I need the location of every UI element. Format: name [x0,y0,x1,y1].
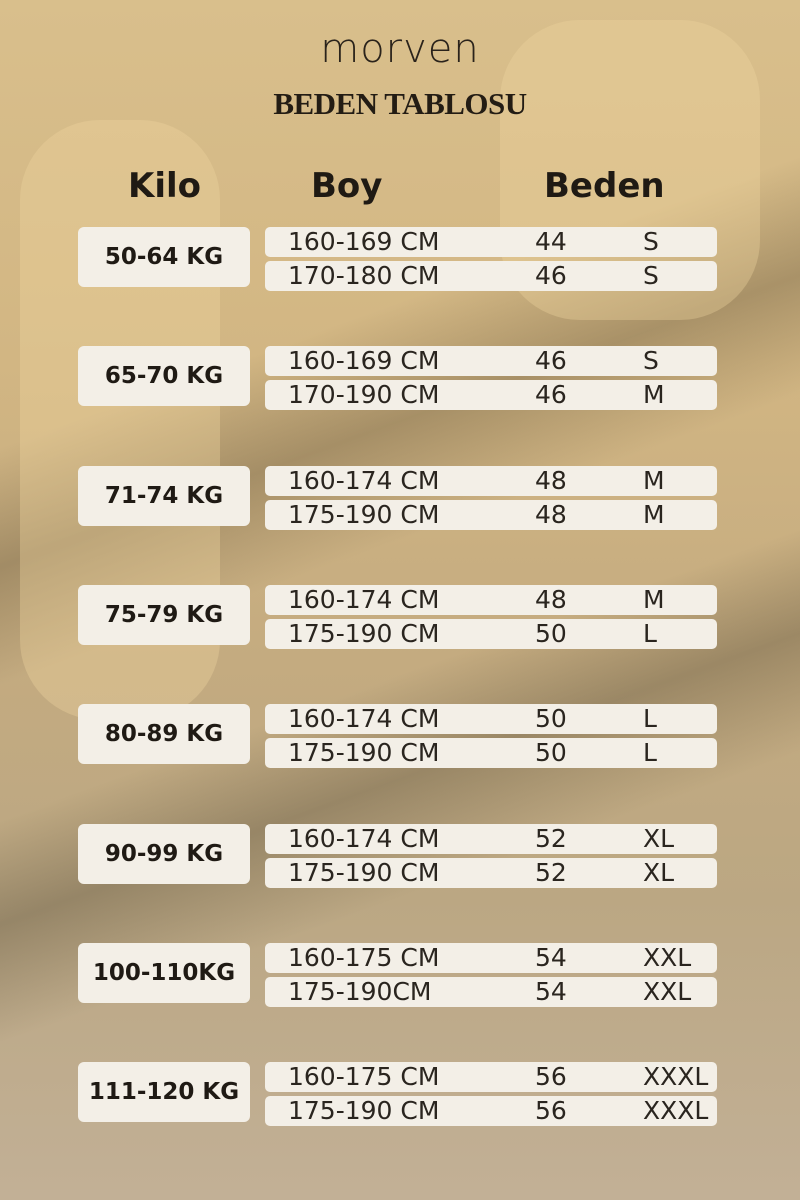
height-range: 175-190 CM [288,738,440,768]
size-letter: S [643,227,659,256]
size-row: 175-190 CM 56 XXXL [265,1096,717,1127]
size-letter: XL [643,823,675,853]
size-number: 54 [535,976,567,1006]
header-kilo: Kilo [128,166,202,206]
size-number: 50 [535,704,567,734]
height-range: 175-190 CM [288,499,440,529]
weight-group: 65-70 KG 160-169 CM 46 S 170-190 CM 46 M [0,346,800,416]
size-letter: L [643,704,657,734]
height-range: 170-180 CM [288,261,440,290]
height-range: 175-190 CM [288,1096,440,1126]
brand-logo: morven [320,26,480,72]
size-letter: XXXL [643,1096,709,1126]
size-row: 160-174 CM 48 M [265,465,717,496]
size-letter: XL [643,857,675,887]
weight-range-label: 71-74 KG [78,465,250,526]
weight-group: 50-64 KG 160-169 CM 44 S 170-180 CM 46 S [0,227,800,297]
size-row: 160-174 CM 48 M [265,584,717,615]
size-row: 175-190 CM 50 L [265,738,717,769]
weight-range-label: 80-89 KG [78,704,250,765]
weight-range-label: 111-120 KG [78,1062,250,1123]
height-range: 160-174 CM [288,704,440,734]
size-number: 56 [535,1096,567,1126]
size-number: 50 [535,738,567,768]
size-row: 160-169 CM 44 S [265,227,717,257]
weight-range-label: 65-70 KG [78,346,250,407]
weight-range-label: 75-79 KG [78,584,250,645]
size-number: 46 [535,380,567,410]
height-range: 160-175 CM [288,1062,440,1092]
size-row: 160-175 CM 54 XXL [265,942,717,973]
weight-group: 100-110KG 160-175 CM 54 XXL 175-190CM 54 XXL [0,942,800,1013]
size-letter: XXXL [643,1062,709,1092]
weight-group: 75-79 KG 160-174 CM 48 M 175-190 CM 50 L [0,584,800,655]
size-number: 52 [535,823,567,853]
page-title: BEDEN TABLOSU [273,86,527,121]
size-number: 44 [535,227,567,256]
size-row: 175-190CM 54 XXL [265,976,717,1007]
size-number: 46 [535,261,567,290]
height-range: 170-190 CM [288,380,440,410]
size-row: 170-190 CM 46 M [265,380,717,411]
size-letter: M [643,499,665,529]
size-row: 160-174 CM 50 L [265,704,717,735]
size-number: 52 [535,857,567,887]
size-row: 170-180 CM 46 S [265,261,717,291]
size-number: 46 [535,346,567,376]
weight-group: 90-99 KG 160-174 CM 52 XL 175-190 CM 52 XL [0,823,800,894]
size-row: 160-175 CM 56 XXXL [265,1062,717,1093]
size-row: 175-190 CM 50 L [265,618,717,649]
height-range: 160-175 CM [288,942,440,972]
size-letter: XXL [643,942,692,972]
height-range: 160-174 CM [288,823,440,853]
size-number: 48 [535,499,567,529]
size-number: 56 [535,1062,567,1092]
size-letter: M [643,465,665,495]
weight-group: 80-89 KG 160-174 CM 50 L 175-190 CM 50 L [0,704,800,774]
weight-range-label: 50-64 KG [78,227,250,287]
size-letter: XXL [643,976,692,1006]
size-number: 48 [535,465,567,495]
height-range: 160-174 CM [288,465,440,495]
height-range: 160-174 CM [288,584,440,614]
header-beden: Beden [544,166,665,206]
weight-group: 71-74 KG 160-174 CM 48 M 175-190 CM 48 M [0,465,800,536]
height-range: 160-169 CM [288,227,440,256]
size-letter: L [643,738,657,768]
weight-range-label: 100-110KG [78,942,250,1003]
size-row: 160-174 CM 52 XL [265,823,717,854]
size-letter: M [643,584,665,614]
size-letter: L [643,618,657,648]
header-boy: Boy [311,166,383,206]
height-range: 175-190CM [288,976,432,1006]
height-range: 175-190 CM [288,857,440,887]
size-letter: M [643,380,665,410]
size-letter: S [643,346,659,376]
size-row: 160-169 CM 46 S [265,346,717,377]
weight-group: 111-120 KG 160-175 CM 56 XXXL 175-190 CM 56 XX… [0,1062,800,1132]
height-range: 160-169 CM [288,346,440,376]
size-row: 175-190 CM 52 XL [265,857,717,888]
height-range: 175-190 CM [288,618,440,648]
size-number: 50 [535,618,567,648]
size-number: 54 [535,942,567,972]
size-row: 175-190 CM 48 M [265,499,717,530]
size-letter: S [643,261,659,290]
weight-range-label: 90-99 KG [78,823,250,884]
size-number: 48 [535,584,567,614]
